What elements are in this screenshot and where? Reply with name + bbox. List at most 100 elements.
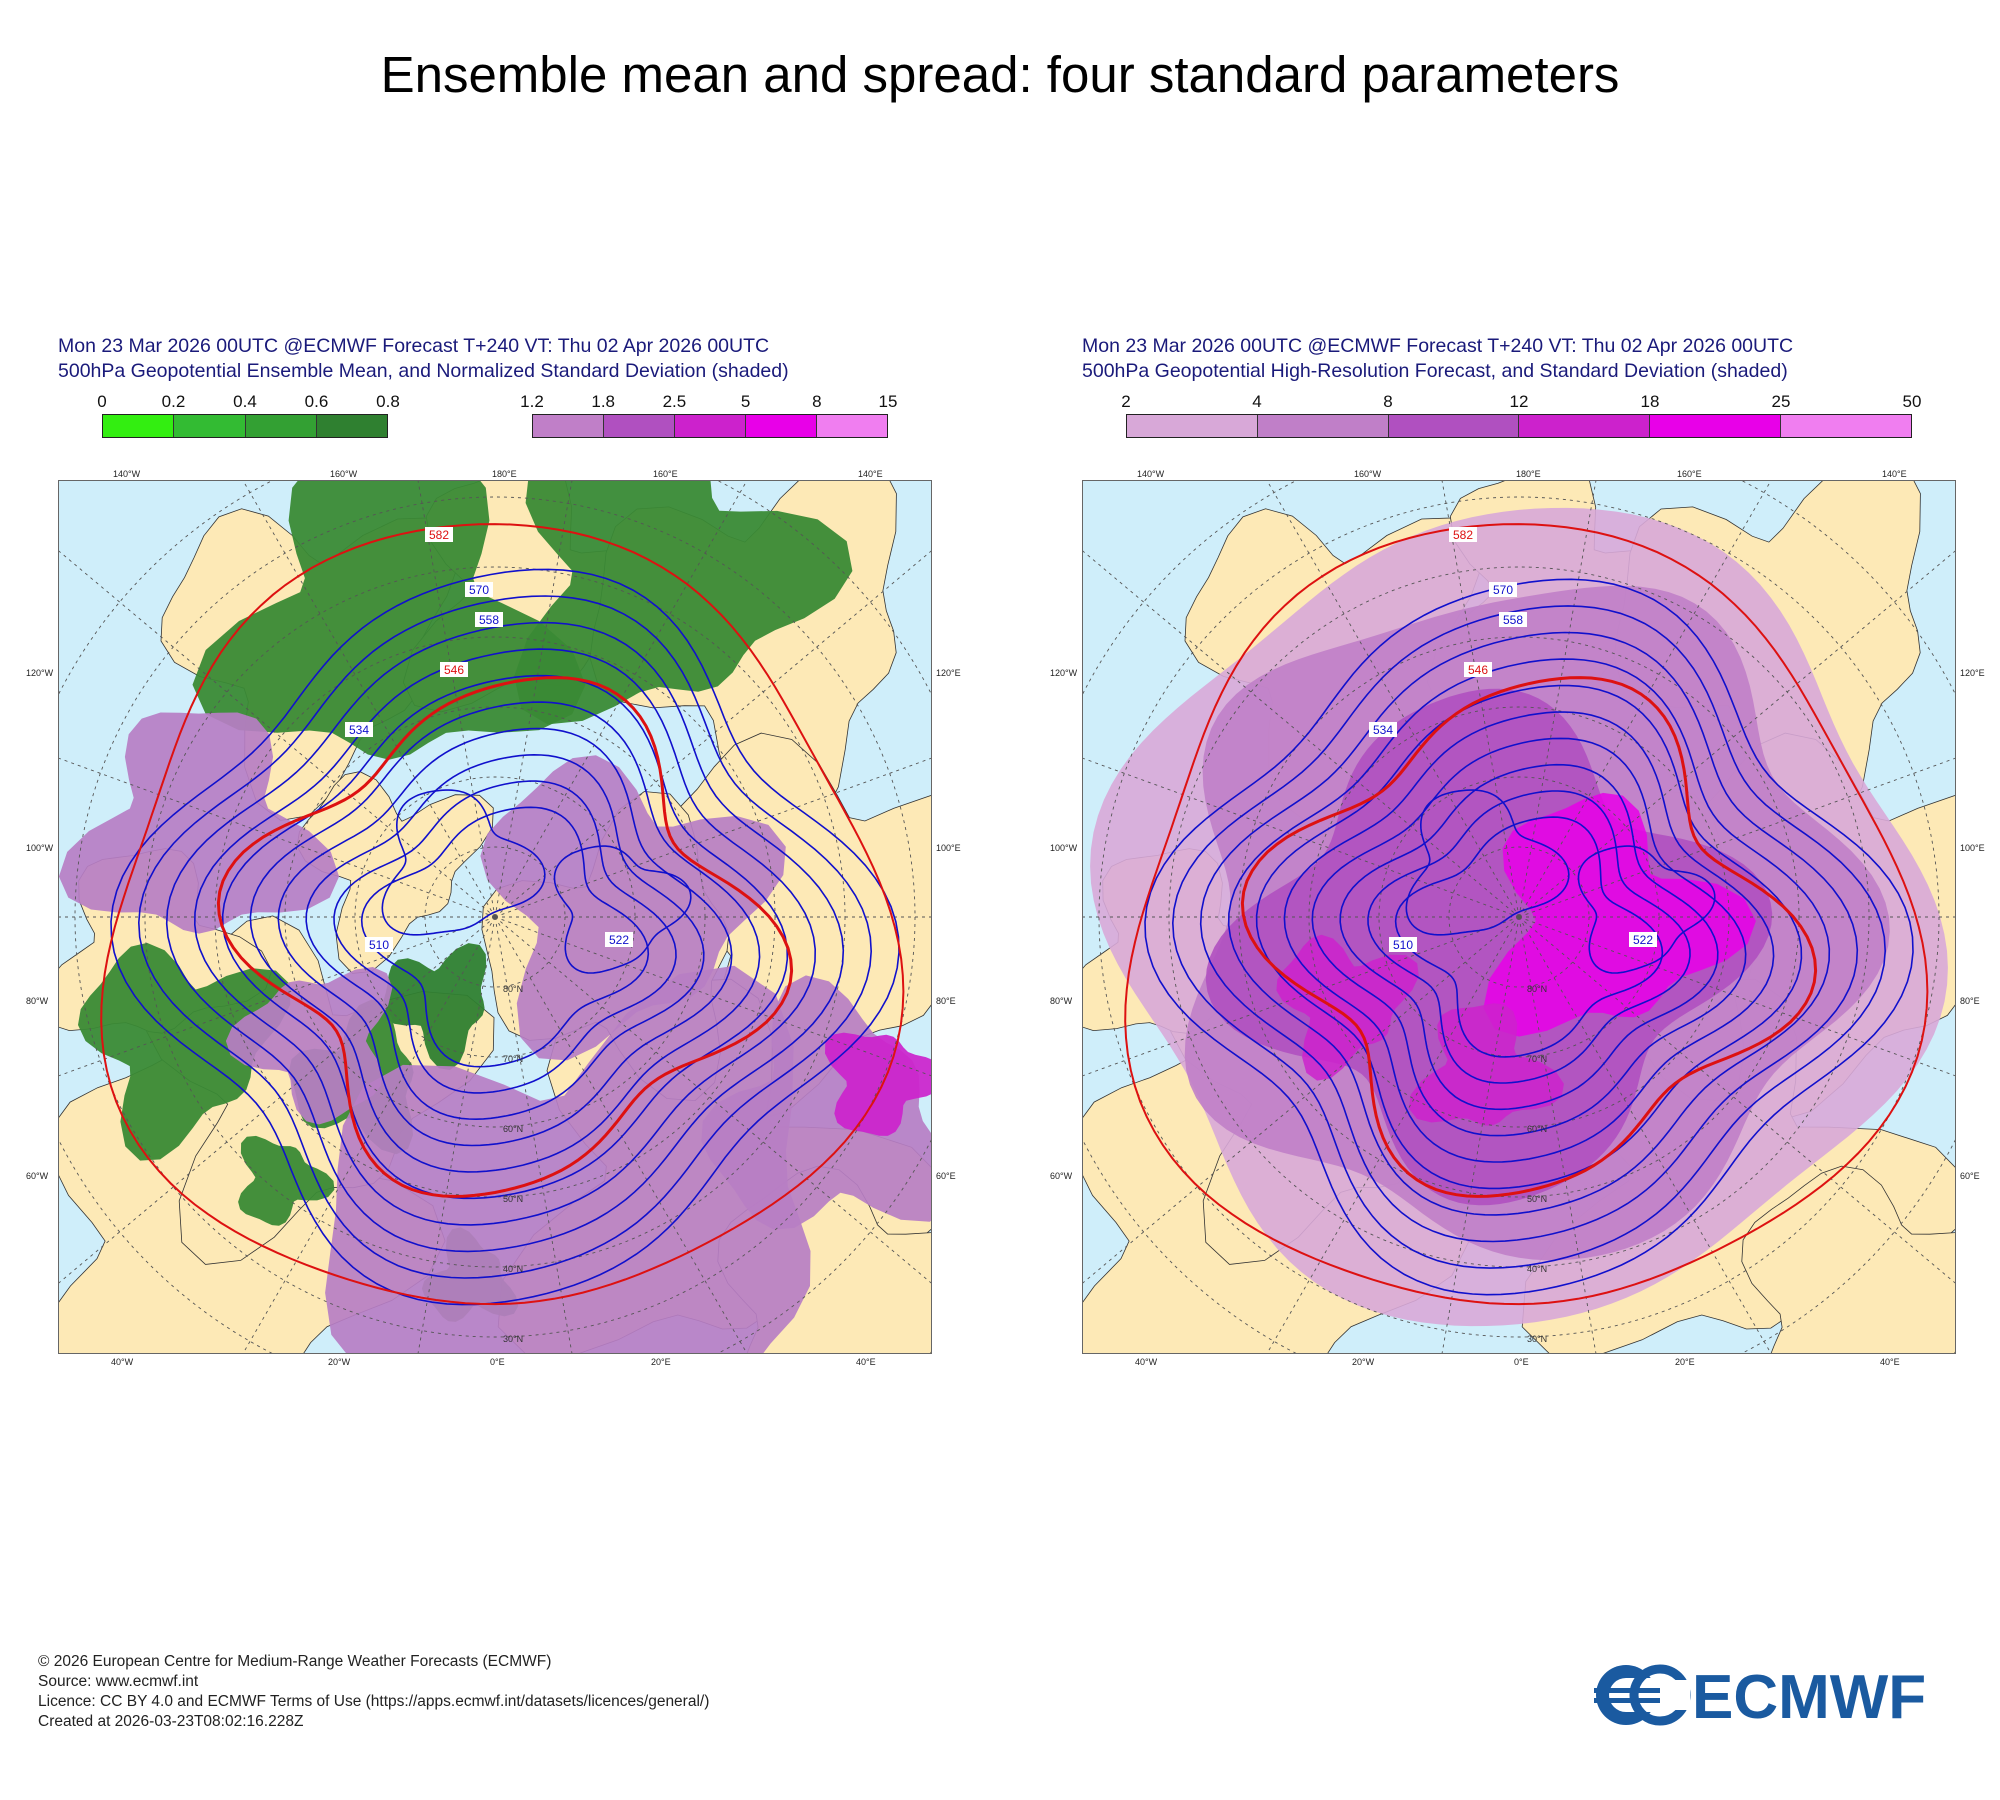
contour-label-text: 582	[429, 528, 449, 542]
longitude-label-bottom: 0°E	[1514, 1357, 1529, 1367]
longitude-line	[1083, 916, 1520, 1077]
longitude-label-right: 100°E	[936, 843, 961, 853]
longitude-line	[1266, 916, 1520, 1353]
legend-sd-tick: 50	[1902, 392, 1922, 411]
legend-standard-deviation: 2 4 8 12 18 25 50	[1121, 392, 1921, 438]
contour-line	[193, 648, 817, 1226]
legend-purple-swatch	[604, 415, 675, 437]
longitude-line	[1518, 916, 1955, 1077]
legend-sd-swatch	[1519, 415, 1651, 437]
longitude-line	[494, 757, 931, 918]
legend-sd-tick: 4	[1252, 392, 1262, 411]
longitude-label-left: 80°W	[26, 996, 49, 1006]
latitude-label: 80°N	[1527, 984, 1547, 994]
longitude-line	[1518, 481, 1772, 918]
legend-sd-swatch	[1127, 415, 1258, 437]
contour-line	[381, 789, 546, 936]
contour-label-text: 510	[369, 938, 389, 952]
longitude-label-left: 120°W	[26, 668, 54, 678]
longitude-label-bottom: 40°W	[1135, 1357, 1158, 1367]
contour-label: 510	[1389, 937, 1417, 952]
contour-label: 546	[440, 662, 468, 677]
longitude-line	[1083, 757, 1520, 918]
legend-purple-tick: 15	[878, 392, 898, 411]
longitude-label-left: 100°W	[26, 843, 54, 853]
longitude-label-bottom: 20°E	[651, 1357, 671, 1367]
contour-label: 582	[1449, 527, 1477, 542]
contour-line	[1171, 605, 1887, 1269]
contour-label-text: 546	[1468, 663, 1488, 677]
spread-purple-area	[480, 755, 786, 1061]
spread-level-4	[1276, 934, 1419, 1081]
legend-purple-swatch	[675, 415, 746, 437]
longitude-label-top: 180°E	[492, 469, 517, 479]
longitude-label-right: 60°E	[936, 1171, 956, 1181]
longitude-line	[494, 916, 748, 1353]
legend-purple-tick: 2.5	[662, 392, 687, 411]
contour-582	[100, 523, 905, 1306]
map-hres-forecast: 58257055854653452251020°N30°N40°N50°N60°…	[1082, 480, 1956, 1354]
contours-blue	[1144, 578, 1914, 1296]
latitude-label: 30°N	[1527, 1334, 1547, 1344]
legend-sd-swatch	[1650, 415, 1782, 437]
polar-map: 58257055854653452251020°N30°N40°N50°N60°…	[59, 481, 931, 1353]
page-title: Ensemble mean and spread: four standard …	[380, 46, 1620, 103]
longitude-label-top: 140°E	[1882, 469, 1907, 479]
longitude-label-left: 60°W	[1050, 1171, 1073, 1181]
legend-green-tick: 0.4	[233, 392, 257, 411]
contour-label-bg	[475, 612, 503, 627]
longitude-line	[242, 916, 496, 1353]
ecmwf-logo-icon	[1594, 1664, 1691, 1726]
longitude-line	[1441, 481, 1520, 918]
longitude-line	[494, 916, 931, 1284]
legend-purple-swatch	[533, 415, 604, 437]
graticule	[1083, 481, 1955, 1353]
latitude-label: 60°N	[503, 1124, 523, 1134]
longitude-label-left: 100°W	[1050, 843, 1078, 853]
contour-line	[1339, 763, 1719, 1111]
latitude-label: 70°N	[1527, 1054, 1547, 1064]
panel-title-line1: Mon 23 Mar 2026 00UTC @ECMWF Forecast T+…	[58, 335, 770, 357]
longitude-line	[494, 481, 748, 918]
contour-line	[137, 595, 873, 1279]
contour-label-text: 570	[1493, 583, 1513, 597]
panel-title-line2: 500hPa Geopotential Ensemble Mean, and N…	[58, 360, 789, 382]
panel-title-line1: Mon 23 Mar 2026 00UTC @ECMWF Forecast T+…	[1082, 335, 1794, 357]
contour-line	[249, 701, 761, 1173]
contour-546	[1240, 676, 1818, 1198]
legend-purple-tick: 1.2	[520, 392, 544, 411]
longitude-label-bottom: 20°W	[1352, 1357, 1375, 1367]
legend-normalized-green: 0 0.2 0.4 0.6 0.8	[97, 392, 400, 438]
spread-purple-area	[825, 1032, 931, 1136]
latitude-label: 50°N	[503, 1194, 523, 1204]
legend-green-tick: 0	[97, 392, 107, 411]
longitude-line	[417, 481, 496, 918]
contour-line	[1577, 845, 1716, 974]
contour-label: 510	[365, 937, 393, 952]
legend-normalized-purple: 1.2 1.8 2.5 5 8 15	[520, 392, 897, 438]
longitude-label-right: 120°E	[1960, 668, 1985, 678]
contour-line	[553, 845, 692, 974]
legend-sd-tick: 8	[1383, 392, 1393, 411]
spread-level-4	[1408, 1003, 1564, 1126]
legend-sd-tick: 2	[1121, 392, 1131, 411]
legend-purple-swatch	[746, 415, 817, 437]
contour-label-bg	[1489, 582, 1517, 597]
contour-label-bg	[365, 937, 393, 952]
contour-label-bg	[1629, 932, 1657, 947]
longitude-line	[1441, 916, 1520, 1353]
contour-label: 582	[425, 527, 453, 542]
longitude-label-left: 80°W	[1050, 996, 1073, 1006]
longitude-label-top: 140°E	[858, 469, 883, 479]
legend-sd-tick: 12	[1509, 392, 1529, 411]
ecmwf-logo: ECMWF	[1594, 1663, 1926, 1730]
contour-label-bg	[345, 722, 373, 737]
legend-purple-swatch	[817, 415, 887, 437]
contour-label-text: 534	[1373, 723, 1393, 737]
contour-label: 558	[1499, 612, 1527, 627]
contour-label-text: 534	[349, 723, 369, 737]
contour-label-text: 558	[479, 613, 499, 627]
longitude-label-bottom: 0°E	[490, 1357, 505, 1367]
legend-purple-tick: 5	[740, 392, 751, 411]
legend-green-swatch	[245, 415, 317, 437]
